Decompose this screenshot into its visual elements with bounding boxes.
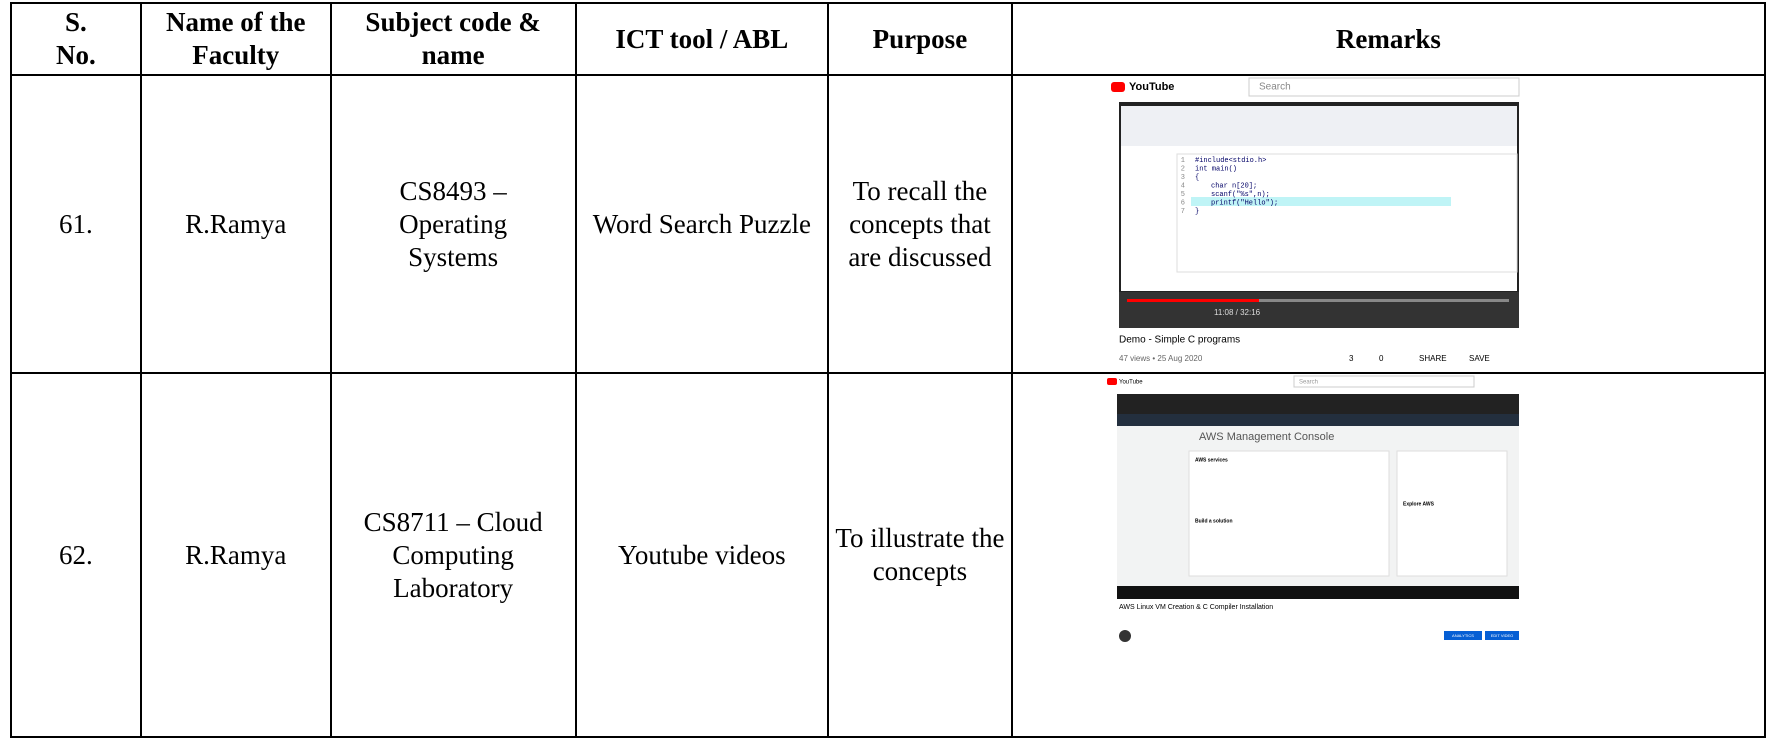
- button: EDIT VIDEO: [1490, 633, 1513, 638]
- video-time: 11:08 / 32:16: [1214, 308, 1261, 317]
- header-cell: Subject code & name: [329, 2, 577, 76]
- cell: Word Search Puzzle: [574, 74, 830, 374]
- console-title: AWS Management Console: [1199, 431, 1334, 443]
- cell: CS8711 – Cloud Computing Laboratory: [329, 372, 577, 738]
- share: SHARE: [1419, 354, 1447, 363]
- video-title: Demo - Simple C programs: [1119, 335, 1240, 346]
- screenshot: YouTube Search AWS Management Console AW…: [1106, 375, 1519, 642]
- header-cell: Remarks: [1010, 2, 1766, 76]
- search: Search: [1299, 380, 1318, 386]
- line-number: 5: [1181, 191, 1185, 199]
- header-cell: ICT tool / ABL: [574, 2, 830, 76]
- code-line: printf("Hello");: [1211, 199, 1278, 207]
- section: Explore AWS: [1403, 501, 1435, 507]
- ict-table: S. No. Name of the Faculty Subject code …: [10, 2, 1766, 738]
- cell: 61.: [10, 74, 142, 374]
- button: ANALYTICS: [1452, 633, 1474, 638]
- header-text: S. No.: [56, 7, 96, 70]
- header-cell: Purpose: [827, 2, 1013, 76]
- line-number: 6: [1181, 199, 1185, 207]
- code-line: char n[20];: [1211, 182, 1257, 190]
- cell: To recall the concepts that are discusse…: [827, 74, 1013, 374]
- screenshot: YouTube Search 1 #include<stdio.h> 2 int ma…: [1098, 76, 1529, 372]
- cell: YouTube Search AWS Management Console AW…: [1010, 372, 1766, 738]
- video-title: AWS Linux VM Creation & C Compiler Insta…: [1119, 604, 1273, 611]
- section: AWS services: [1195, 457, 1228, 463]
- header-cell: Name of the Faculty: [139, 2, 332, 76]
- cell: R.Ramya: [139, 372, 332, 738]
- search: Search: [1259, 82, 1291, 93]
- code-line: int main(): [1195, 165, 1237, 173]
- header-cell: S. No.: [10, 2, 142, 76]
- cell: To illustrate the concepts: [827, 372, 1013, 738]
- save: SAVE: [1469, 354, 1490, 363]
- section: Build a solution: [1195, 518, 1233, 524]
- line-number: 4: [1181, 182, 1185, 190]
- video-meta: 47 views • 25 Aug 2020: [1119, 354, 1203, 363]
- header-text: Name of the Faculty: [166, 7, 306, 70]
- line-number: 1: [1181, 157, 1185, 165]
- row: 61. R.Ramya CS8493 – Operating Systems W…: [10, 74, 1766, 374]
- line-number: 3: [1181, 174, 1185, 182]
- line-number: 2: [1181, 165, 1185, 173]
- cell-text: CS8493 – Operating Systems: [399, 175, 508, 272]
- cell: YouTube Search 1 #include<stdio.h> 2 int ma…: [1010, 74, 1766, 374]
- code-line: {: [1195, 174, 1199, 182]
- cell: R.Ramya: [139, 74, 332, 374]
- code-line: #include<stdio.h>: [1195, 157, 1266, 165]
- header-row: S. No. Name of the Faculty Subject code …: [10, 2, 1766, 76]
- code-line: scanf("%s",n);: [1211, 191, 1270, 199]
- dislikes: 0: [1379, 354, 1384, 363]
- logo: YouTube: [1119, 380, 1143, 386]
- cell: 62.: [10, 372, 142, 738]
- logo: YouTube: [1129, 81, 1174, 93]
- code-line: }: [1195, 208, 1199, 216]
- row: 62. R.Ramya CS8711 – Cloud Computing Lab…: [10, 372, 1766, 738]
- cell: CS8493 – Operating Systems: [329, 74, 577, 374]
- cell-text: CS8711 – Cloud Computing Laboratory: [363, 506, 543, 603]
- cell: Youtube videos: [574, 372, 830, 738]
- line-number: 7: [1181, 208, 1185, 216]
- likes: 3: [1349, 354, 1354, 363]
